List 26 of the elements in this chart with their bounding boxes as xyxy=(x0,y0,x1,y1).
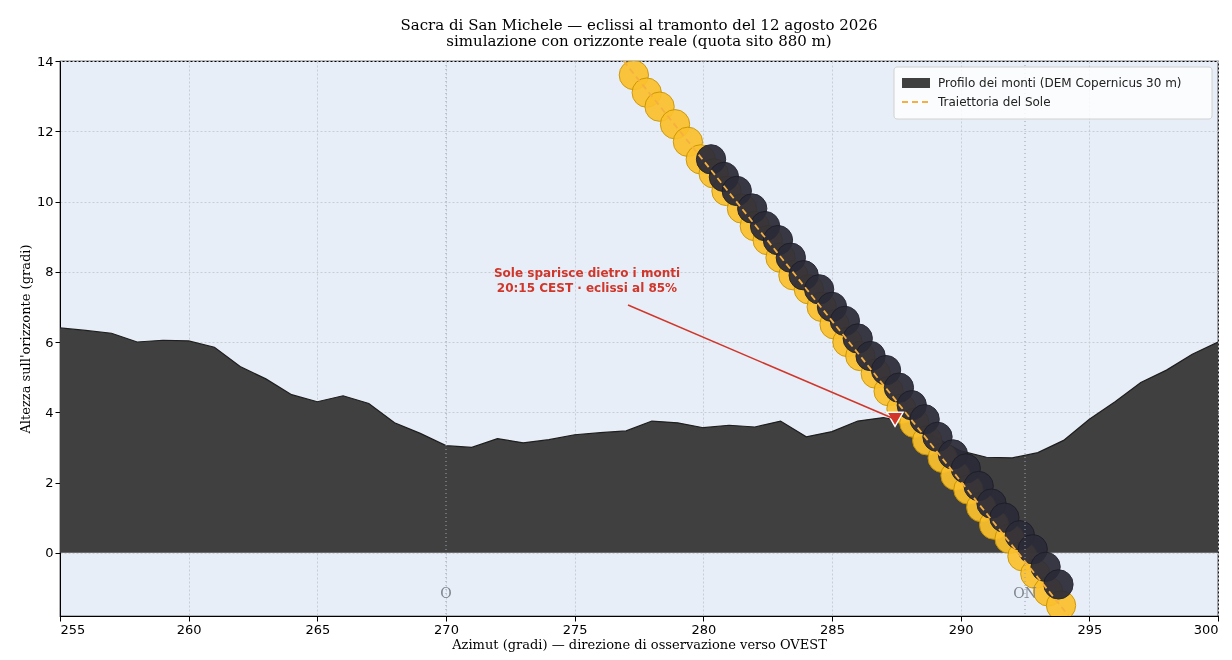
chart-title: Sacra di San Michele — eclissi al tramonto del 12 agosto 2026 xyxy=(400,16,878,34)
legend-label: Traiettoria del Sole xyxy=(937,95,1051,109)
y-tick-label: 10 xyxy=(36,194,54,210)
y-tick-label: 14 xyxy=(36,53,54,69)
y-tick-label: 8 xyxy=(45,264,54,280)
y-tick-label: 12 xyxy=(36,123,54,139)
y-axis-title: Altezza sull'orizzonte (gradi) xyxy=(17,244,33,435)
x-tick-label: 260 xyxy=(176,621,202,637)
legend-label: Profilo dei monti (DEM Copernicus 30 m) xyxy=(938,76,1182,90)
x-tick-label: 270 xyxy=(434,621,459,637)
x-tick-label: 290 xyxy=(948,621,974,637)
x-tick-label: 300 xyxy=(1193,621,1219,637)
y-tick-label: 4 xyxy=(45,404,54,420)
y-tick-label: 6 xyxy=(45,334,54,350)
chart-subtitle: simulazione con orizzonte reale (quota sito 880 m) xyxy=(446,32,832,50)
y-tick-label: 0 xyxy=(45,545,54,561)
x-tick-label: 265 xyxy=(305,621,331,637)
x-tick-label: 280 xyxy=(691,621,717,637)
x-axis-title: Azimut (gradi) — direzione di osservazione verso OVEST xyxy=(451,636,828,652)
x-tick-label: 295 xyxy=(1077,621,1103,637)
y-tick-label: 2 xyxy=(45,475,54,491)
ref-line-label: O xyxy=(440,585,452,601)
x-tick-label: 275 xyxy=(562,621,588,637)
x-tick-label: 255 xyxy=(60,621,86,637)
annotation: Sole sparisce dietro i monti 20:15 CEST · eclissi al 85% xyxy=(493,266,681,295)
x-tick-label: 285 xyxy=(820,621,845,637)
